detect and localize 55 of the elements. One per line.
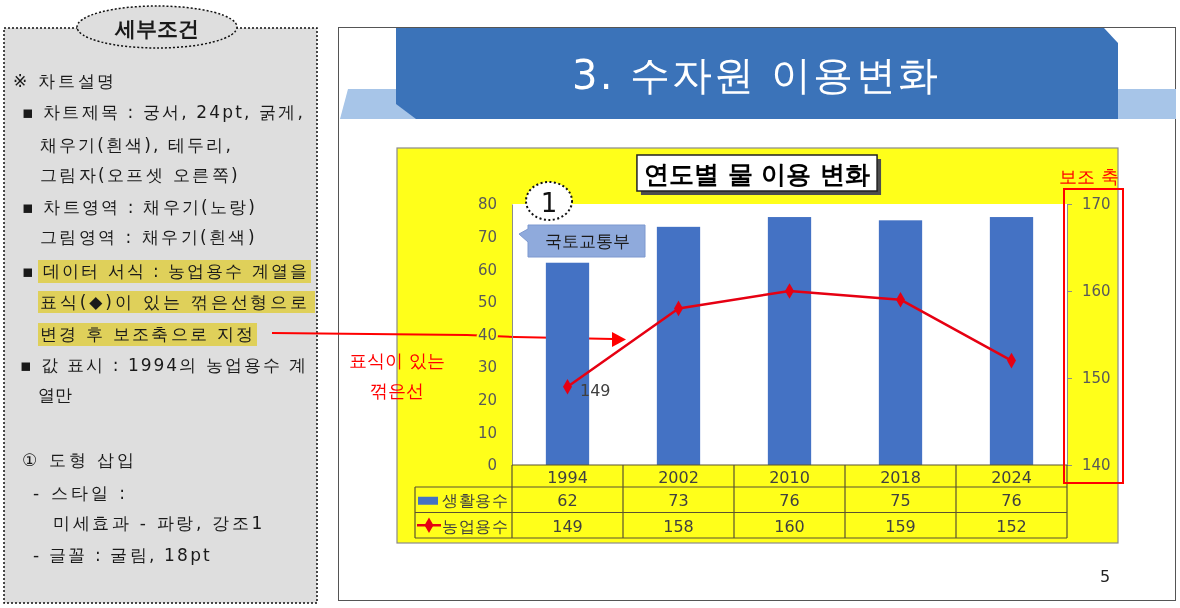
text: 변경 후 보조축으로 지정 [40,324,255,344]
y-tick-label: 60 [477,260,497,279]
y-tick-label: 0 [487,456,497,475]
data-label: 158 [663,516,694,536]
data-label: 62 [557,491,578,511]
text: 보조 축 [1059,165,1119,187]
data-label: 76 [779,491,800,511]
x-tick-label: 2002 [658,467,699,487]
bar [989,217,1034,465]
y-tick-label: 70 [477,227,497,246]
bar [878,220,923,465]
data-label: 160 [774,516,805,536]
text: 그림자(오프셋 오른쪽) [40,165,240,185]
data-label: 73 [668,491,689,511]
data-label: 75 [890,491,911,511]
y2-tick-label: 160 [1082,282,1111,301]
text: - 스타일 : [33,483,128,503]
text: 3. 수자원 이용변화 [572,52,940,98]
text: ※ 차트설명 [13,71,117,91]
chart-title: 연도별 물 이용 변화 [643,159,871,189]
text: ▪ 값 표시 : 1994의 농업용수 계 [20,355,308,375]
text: ▪ 데이터 서식 : 농업용수 계열을 [22,261,309,281]
data-label: 149 [552,516,583,536]
text: 채우기(흰색), 테두리, [40,135,233,155]
x-tick-label: 2010 [769,467,810,487]
legend-label: 농업용수 [442,516,508,536]
y-tick-label: 30 [477,358,497,377]
text: 미세효과 - 파랑, 강조1 [53,513,265,533]
text: 세부조건 [114,17,199,41]
data-label: 159 [885,516,916,536]
y-tick-label: 80 [477,195,497,214]
x-tick-label: 2024 [991,467,1032,487]
text: ▪ 차트제목 : 궁서, 24pt, 굵게, [22,102,305,122]
y2-tick-label: 150 [1082,369,1111,388]
text: 그림영역 : 채우기(흰색) [40,227,257,247]
x-tick-label: 1994 [547,467,588,487]
data-label: 76 [1001,491,1022,511]
text: 열만 [38,385,72,405]
annotation: 1 [540,188,558,218]
bar [767,217,812,465]
y-tick-label: 50 [477,293,497,312]
text: ① 도형 삽입 [22,450,137,470]
y2-tick-label: 170 [1082,195,1111,214]
annotation: 국토교통부 [544,231,630,251]
text: ▪ 차트영역 : 채우기(노랑) [22,197,257,217]
text: - 글꼴 : 굴림, 18pt [33,545,212,565]
y-tick-label: 20 [477,391,497,410]
y-tick-label: 10 [477,423,497,442]
x-tick-label: 2018 [880,467,921,487]
data-label: 152 [996,516,1027,536]
y2-tick-label: 140 [1082,456,1111,475]
text: 표식(◆)이 있는 꺾은선형으로 [40,292,310,312]
text: 5 [1099,566,1111,586]
legend-label: 생활용수 [442,491,508,511]
bar [656,226,701,465]
